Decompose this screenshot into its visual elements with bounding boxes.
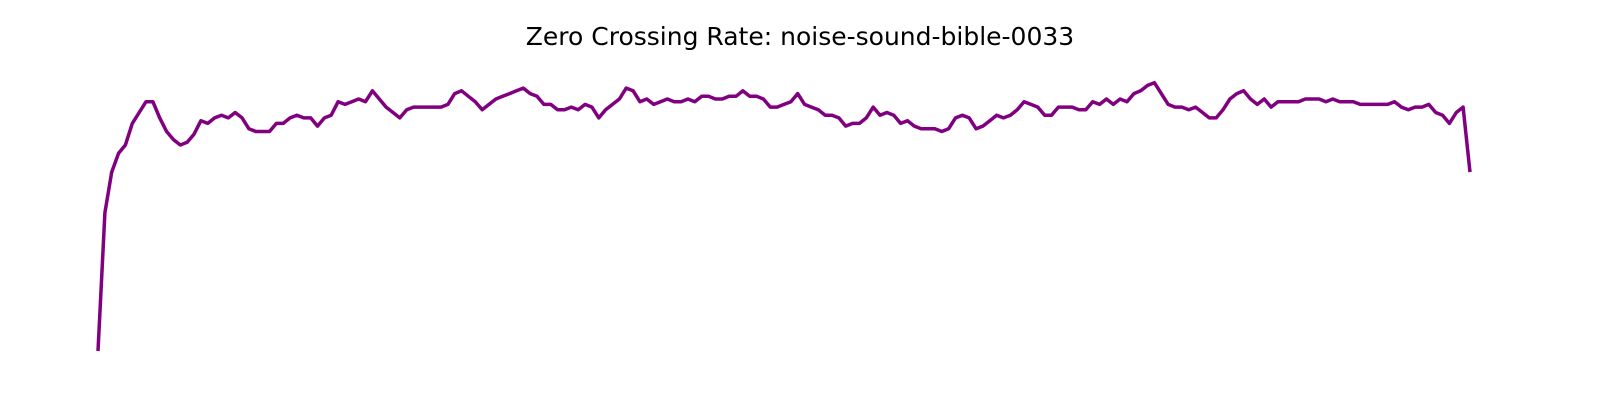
series-layer xyxy=(96,80,1472,352)
chart-title: Zero Crossing Rate: noise-sound-bible-00… xyxy=(525,22,1075,51)
zcr-series-line xyxy=(96,80,1472,352)
